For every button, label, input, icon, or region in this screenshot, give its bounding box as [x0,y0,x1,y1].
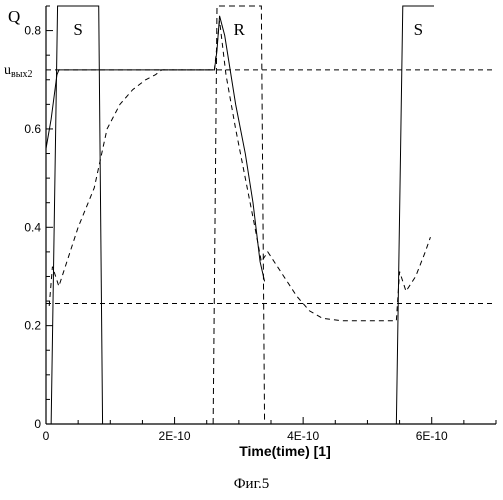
reference-lines [46,70,496,304]
y-tick-label-1: 0.2 [24,319,41,333]
data-series [46,16,430,321]
pulse-label-0: S [73,20,82,39]
y-tick-label-0: 0 [34,417,41,431]
y-tick-label-2: 0.4 [24,220,41,234]
x-tick-label-1: 2E-10 [159,429,191,443]
pulse-r-1 [213,6,264,424]
figure-caption: Фиг.5 [0,476,503,493]
pulse-s-2 [396,6,434,424]
y-tick-label-4: 0.8 [24,24,41,38]
y-axis-label: Q [8,7,20,26]
series-line-0 [46,16,265,282]
pulse-label-2: S [414,20,423,39]
series-line-1 [49,21,430,321]
reference-label-main: u [4,63,11,78]
pulse-traces [51,6,434,424]
reference-label-sub: вых2 [11,69,32,80]
x-tick-label-2: 4E-10 [287,429,319,443]
pulse-s-0 [51,6,102,424]
reference-line-label: uвых2 [4,63,32,80]
axis-text: uвых2 S R S 0 2E-10 4E-10 6E-10 0 0.2 0.4 0.6 0.8 Q Ti… [4,7,448,459]
x-axis-label: Time(time) [1] [239,443,331,459]
x-tick-label-3: 6E-10 [416,429,448,443]
x-tick-label-0: 0 [43,429,50,443]
chart: uвых2 S R S 0 2E-10 4E-10 6E-10 0 0.2 0.4 0.6 0.8 Q Ti… [0,0,503,476]
y-tick-label-3: 0.6 [24,122,41,136]
axes [46,6,496,424]
pulse-label-1: R [234,20,246,39]
